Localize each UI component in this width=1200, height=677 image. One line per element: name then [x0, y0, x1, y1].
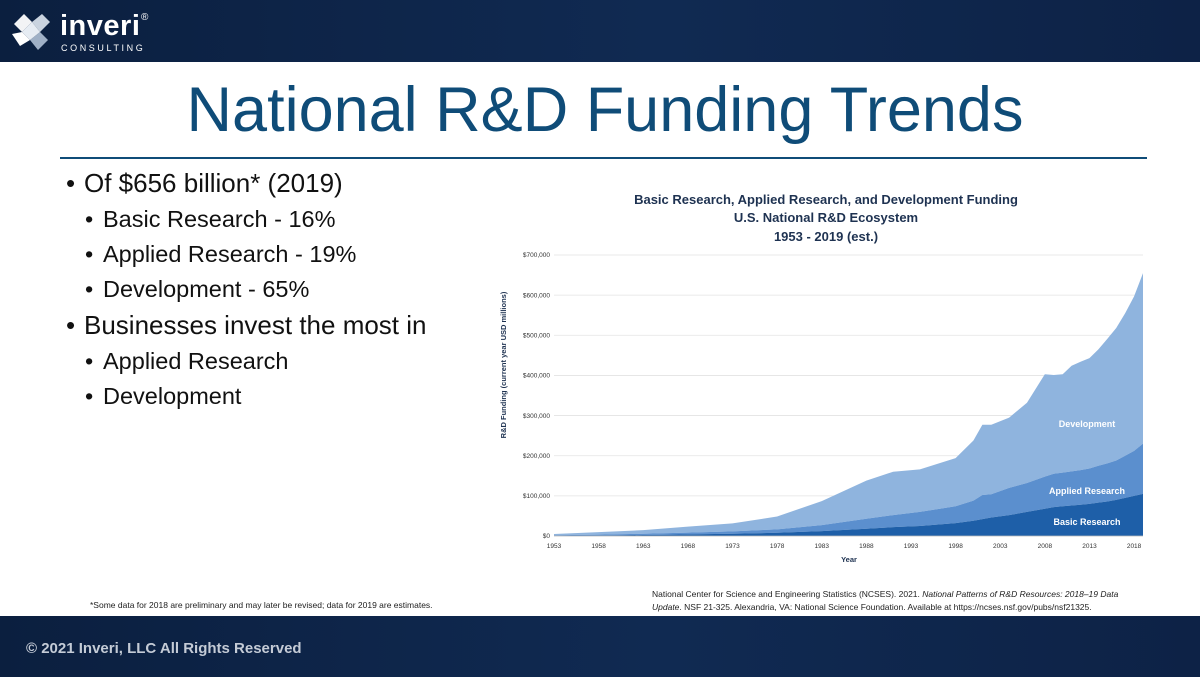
- x-tick-label: 1988: [859, 543, 874, 550]
- y-axis-label: R&D Funding (current year USD millions): [499, 291, 508, 438]
- x-tick-label: 2008: [1038, 543, 1053, 550]
- x-tick-label: 1958: [591, 543, 606, 550]
- x-tick-label: 1993: [904, 543, 919, 550]
- y-tick-label: $200,000: [523, 453, 550, 460]
- area-basic-research: [554, 493, 1143, 536]
- chart-area-labels: Development Applied Research Basic Resea…: [1049, 419, 1125, 527]
- bullet-business-development: Development: [66, 380, 466, 415]
- inveri-logo-icon: [12, 14, 50, 50]
- inveri-logo: inveri ® CONSULTING: [10, 10, 210, 56]
- area-label-development: Development: [1059, 419, 1116, 429]
- area-label-applied: Applied Research: [1049, 486, 1125, 496]
- copyright: © 2021 Inveri, LLC All Rights Reserved: [26, 640, 302, 657]
- y-tick-label: $100,000: [523, 493, 550, 500]
- y-tick-label: $300,000: [523, 413, 550, 420]
- x-tick-label: 2003: [993, 543, 1008, 550]
- bullet-development-share: Development - 65%: [66, 273, 466, 308]
- x-tick-label: 1973: [725, 543, 740, 550]
- area-development: [554, 273, 1143, 536]
- x-tick-label: 1963: [636, 543, 651, 550]
- x-tick-label: 1978: [770, 543, 785, 550]
- brand-tagline: CONSULTING: [61, 43, 146, 53]
- brand-name: inveri: [60, 10, 141, 42]
- bullet-total-funding: Of $656 billion* (2019): [66, 166, 466, 203]
- chart-areas: [554, 273, 1143, 537]
- source-title: National Patterns of R&D Resources: 2018…: [652, 589, 1119, 612]
- area-label-basic: Basic Research: [1053, 517, 1120, 527]
- bottom-banner: © 2021 Inveri, LLC All Rights Reserved: [0, 616, 1200, 677]
- slide-title: National R&D Funding Trends: [186, 75, 1024, 145]
- chart-x-ticks: 1953 1958 1963 1968 1973 1978 1983 1988 1993 1998…: [547, 543, 1142, 550]
- y-tick-label: $700,000: [523, 252, 550, 259]
- y-tick-label: $400,000: [523, 373, 550, 380]
- chart-title-line-1: Basic Research, Applied Research, and De…: [634, 192, 1018, 207]
- x-tick-label: 1953: [547, 543, 562, 550]
- chart-title-line-2: U.S. National R&D Ecosystem: [734, 210, 918, 225]
- top-banner: inveri ® CONSULTING: [0, 0, 1200, 62]
- rd-funding-chart: Basic Research, Applied Research, and De…: [499, 192, 1143, 564]
- x-tick-label: 1998: [948, 543, 963, 550]
- y-tick-label: $600,000: [523, 292, 550, 299]
- bullet-list: Of $656 billion* (2019) Basic Research -…: [66, 166, 466, 415]
- chart-title-line-3: 1953 - 2019 (est.): [774, 229, 878, 244]
- x-tick-label: 2018: [1127, 543, 1142, 550]
- x-tick-label: 1983: [814, 543, 829, 550]
- title-divider: [60, 157, 1147, 159]
- x-axis-label: Year: [841, 555, 857, 564]
- bullet-businesses: Businesses invest the most in: [66, 308, 466, 345]
- x-tick-label: 2013: [1082, 543, 1097, 550]
- registered-mark: ®: [141, 12, 149, 23]
- bullet-applied-share: Applied Research - 19%: [66, 238, 466, 273]
- chart-y-ticks: $0 $100,000 $200,000 $300,000 $400,000 $500,0…: [523, 252, 551, 540]
- bullet-business-applied: Applied Research: [66, 345, 466, 380]
- bullet-basic-share: Basic Research - 16%: [66, 203, 466, 238]
- area-applied-research: [554, 443, 1143, 536]
- footnote: *Some data for 2018 are preliminary and …: [90, 600, 433, 610]
- y-tick-label: $0: [543, 533, 551, 540]
- source-citation: National Center for Science and Engineer…: [652, 588, 1147, 614]
- source-suffix: . NSF 21-325. Alexandria, VA: National S…: [679, 602, 1092, 612]
- x-tick-label: 1968: [681, 543, 696, 550]
- source-prefix: National Center for Science and Engineer…: [652, 589, 923, 599]
- y-tick-label: $500,000: [523, 332, 550, 339]
